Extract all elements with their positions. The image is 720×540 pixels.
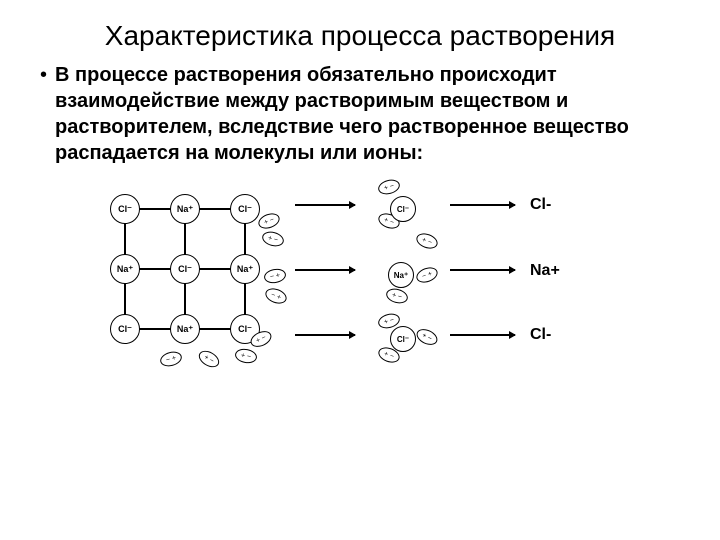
water-molecule: + − [196,347,222,370]
reaction-arrow [450,334,515,336]
hydrated-ion: Cl⁻ [390,326,416,352]
lattice-ion: Na⁺ [170,194,200,224]
lattice-ion: Na⁺ [110,254,140,284]
lattice-ion: Cl⁻ [110,314,140,344]
water-molecule: + − [261,229,286,248]
water-molecule: + − [414,231,439,252]
product-ion-label: Cl- [530,196,551,214]
hydrated-ion: Cl⁻ [390,196,416,222]
water-molecule: + − [385,286,410,305]
reaction-arrow [450,204,515,206]
water-molecule: + − [414,326,440,348]
water-molecule: − + [159,349,184,368]
dissolution-diagram: Cl⁻Na⁺Cl⁻Na⁺Cl⁻Na⁺Cl⁻Na⁺Cl⁻+ −+ −− +− ++… [40,174,680,404]
lattice-ion: Na⁺ [230,254,260,284]
lattice-ion: Cl⁻ [170,254,200,284]
product-ion-label: Na+ [530,262,560,280]
lattice-ion: Na⁺ [170,314,200,344]
hydrated-ion: Na⁺ [388,262,414,288]
lattice-ion: Cl⁻ [230,194,260,224]
product-ion-label: Cl- [530,326,551,344]
bullet-marker: • [40,62,47,166]
water-molecule: − + [414,265,439,286]
reaction-arrow [295,204,355,206]
reaction-arrow [295,269,355,271]
water-molecule: − + [263,267,287,285]
water-molecule: + − [377,177,402,196]
water-molecule: + − [234,347,258,365]
reaction-arrow [295,334,355,336]
reaction-arrow [450,269,515,271]
slide-title: Характеристика процесса растворения [40,20,680,52]
lattice-ion: Cl⁻ [110,194,140,224]
water-molecule: − + [263,286,288,307]
body-text: В процессе растворения обязательно проис… [55,62,680,166]
bullet-paragraph: • В процессе растворения обязательно про… [40,62,680,166]
water-molecule: + − [256,211,281,232]
